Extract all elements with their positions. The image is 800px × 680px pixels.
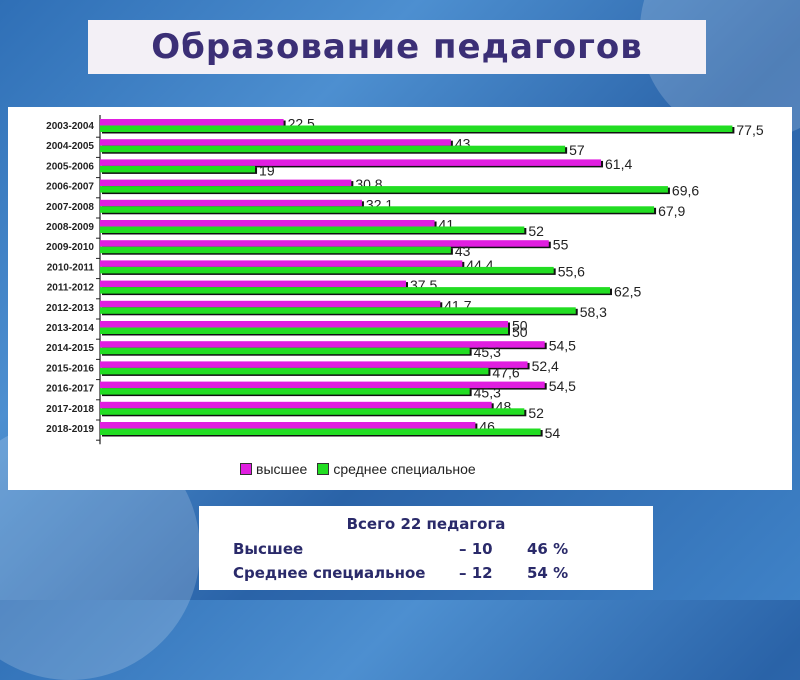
- category-tick-label: 2009-2010: [46, 242, 94, 253]
- data-label: 67,9: [658, 203, 685, 219]
- bar-secondary: [100, 186, 668, 193]
- data-label: 77,5: [736, 122, 763, 138]
- bar-secondary: [100, 408, 525, 415]
- bar-higher: [100, 280, 406, 288]
- bar-higher: [100, 401, 492, 409]
- category-tick-label: 2004-2005: [46, 141, 94, 152]
- legend-swatch-higher: [240, 463, 252, 475]
- data-label: 69,6: [672, 183, 699, 199]
- bar-higher: [100, 341, 545, 348]
- data-label: 50: [512, 324, 528, 340]
- data-label: 54,5: [549, 378, 576, 394]
- bar-secondary: [100, 388, 470, 395]
- bar-secondary: [100, 266, 554, 274]
- data-label: 19: [259, 162, 275, 178]
- summary-count: – 12: [459, 564, 493, 582]
- category-tick-label: 2014-2015: [46, 343, 94, 354]
- data-label: 52,4: [532, 358, 559, 374]
- data-label: 45,3: [474, 344, 501, 360]
- bar-higher: [100, 139, 451, 146]
- summary-percent: 46 %: [527, 540, 569, 558]
- legend: высшее среднее специальное: [240, 461, 486, 477]
- data-label: 62,5: [614, 284, 641, 300]
- legend-label-higher: высшее: [256, 461, 308, 477]
- bar-secondary: [100, 347, 470, 355]
- page-title: Образование педагогов: [151, 27, 643, 67]
- bar-higher: [100, 422, 476, 429]
- bar-higher: [100, 260, 463, 267]
- bar-higher: [100, 220, 435, 227]
- summary-label: Высшее: [233, 540, 304, 558]
- bar-secondary: [100, 165, 256, 173]
- bar-secondary: [100, 287, 610, 294]
- data-label: 47,6: [492, 364, 519, 380]
- summary-percent: 54 %: [527, 564, 569, 582]
- summary-count: – 10: [459, 540, 493, 558]
- bar-higher: [100, 199, 362, 207]
- bar-higher: [100, 381, 545, 389]
- bar-higher: [100, 240, 549, 247]
- bar-secondary: [100, 206, 655, 213]
- summary-title: Всего 22 педагога: [346, 515, 506, 533]
- category-tick-label: 2005-2006: [46, 161, 94, 172]
- data-label: 52: [528, 405, 544, 421]
- bar-higher: [100, 119, 284, 126]
- bar-secondary: [100, 246, 451, 254]
- data-label: 54,5: [549, 338, 576, 354]
- bar-secondary: [100, 428, 541, 435]
- category-tick-label: 2013-2014: [46, 323, 94, 334]
- bar-higher: [100, 321, 508, 328]
- category-tick-label: 2006-2007: [46, 182, 94, 193]
- data-label: 54: [545, 425, 561, 441]
- category-tick-label: 2003-2004: [46, 121, 94, 132]
- category-tick-label: 2012-2013: [46, 303, 94, 314]
- bar-secondary: [100, 145, 566, 153]
- title-banner: Образование педагогов: [88, 20, 706, 74]
- data-label: 58,3: [580, 304, 607, 320]
- bar-higher: [100, 179, 352, 187]
- chart-panel: 2003-2004 22,5 77,5 2004-2005 43 57 2005-2006 6…: [8, 107, 792, 490]
- data-label: 61,4: [605, 156, 632, 172]
- data-label: 57: [569, 142, 585, 158]
- category-tick-label: 2007-2008: [46, 202, 94, 213]
- category-tick-label: 2018-2019: [46, 424, 94, 435]
- legend-label-secondary: среднее специальное: [333, 461, 476, 477]
- data-label: 55,6: [558, 263, 585, 279]
- data-label: 55: [553, 237, 569, 253]
- bar-higher: [100, 159, 602, 166]
- data-label: 50: [512, 318, 528, 334]
- bar-secondary: [100, 226, 525, 233]
- bar-higher: [100, 300, 441, 308]
- bar-secondary: [100, 327, 508, 334]
- category-tick-label: 2016-2017: [46, 384, 94, 395]
- bar-secondary: [100, 367, 489, 375]
- legend-swatch-secondary: [317, 463, 330, 475]
- summary-label: Среднее специальное: [233, 564, 426, 582]
- bar-higher: [100, 361, 528, 368]
- data-label: 43: [455, 243, 471, 259]
- category-tick-label: 2015-2016: [46, 363, 94, 374]
- category-tick-label: 2008-2009: [46, 222, 94, 233]
- category-tick-label: 2017-2018: [46, 404, 94, 415]
- summary-box: Всего 22 педагога Высшее – 10 46 % Средн…: [199, 506, 653, 590]
- data-label: 45,3: [474, 385, 501, 401]
- category-tick-label: 2011-2012: [47, 283, 95, 294]
- bar-secondary: [100, 307, 576, 314]
- bar-secondary: [100, 125, 733, 132]
- category-tick-label: 2010-2011: [47, 262, 95, 273]
- data-label: 52: [528, 223, 544, 239]
